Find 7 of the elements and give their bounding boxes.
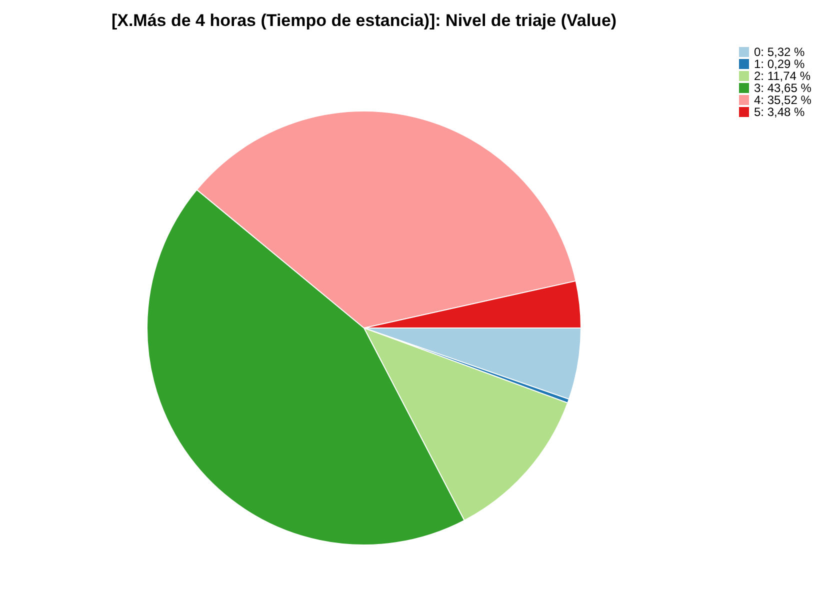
legend-label: 3: 43,65 % [754,81,812,95]
legend-label: 2: 11,74 % [754,69,811,83]
legend-label: 4: 35,52 % [754,93,812,107]
legend-label: 0: 5,32 % [754,45,806,59]
legend-label: 1: 0,29 % [754,57,806,71]
chart-title: [X.Más de 4 horas (Tiempo de estancia)]: Nivel de triaje (Value) [111,11,617,30]
legend-label: 5: 3,48 % [754,105,806,119]
